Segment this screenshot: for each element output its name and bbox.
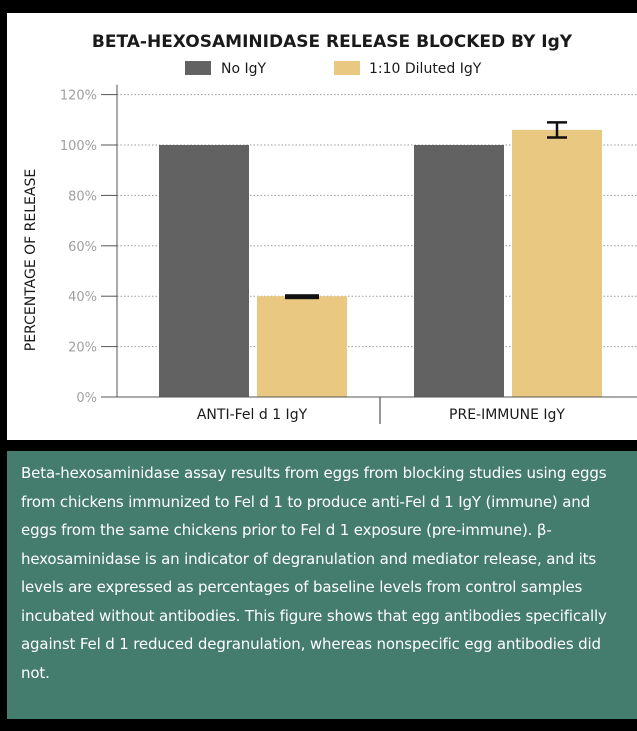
y-tick-label: 40% — [68, 290, 97, 305]
legend-swatch-1 — [185, 61, 211, 75]
legend-label-2: 1:10 Diluted IgY — [369, 61, 482, 77]
bar-chart: BETA-HEXOSAMINIDASE RELEASE BLOCKED BY I… — [23, 32, 637, 424]
y-axis-label: PERCENTAGE OF RELEASE — [23, 169, 39, 351]
figure-caption: Beta-hexosaminidase assay results from e… — [21, 464, 607, 682]
legend-swatch-2 — [334, 61, 360, 75]
x-category-label: ANTI-Fel d 1 IgY — [197, 407, 308, 423]
chart-title: BETA-HEXOSAMINIDASE RELEASE BLOCKED BY I… — [92, 32, 573, 52]
y-tick-label: 20% — [68, 341, 97, 356]
y-tick-label: 80% — [68, 189, 97, 204]
y-tick-label: 100% — [60, 139, 97, 154]
x-axis: ANTI-Fel d 1 IgY PRE-IMMUNE IgY — [117, 396, 637, 424]
bar — [414, 145, 504, 397]
y-tick-label: 120% — [60, 89, 97, 104]
y-axis: 0% 20% 40% 60% 80% 100% 120% — [60, 84, 118, 406]
caption-panel: Beta-hexosaminidase assay results from e… — [7, 451, 637, 719]
y-tick-label: 0% — [76, 391, 97, 406]
error-bar — [285, 294, 319, 300]
bar — [257, 296, 347, 397]
bar — [159, 145, 249, 397]
legend-label-1: No IgY — [221, 61, 267, 77]
chart-legend: No IgY 1:10 Diluted IgY — [185, 61, 482, 77]
y-tick-label: 60% — [68, 240, 97, 255]
bar — [512, 129, 602, 397]
bars — [159, 121, 602, 397]
gridlines — [117, 94, 637, 348]
x-category-label: PRE-IMMUNE IgY — [449, 407, 565, 423]
chart-panel: BETA-HEXOSAMINIDASE RELEASE BLOCKED BY I… — [7, 13, 637, 440]
